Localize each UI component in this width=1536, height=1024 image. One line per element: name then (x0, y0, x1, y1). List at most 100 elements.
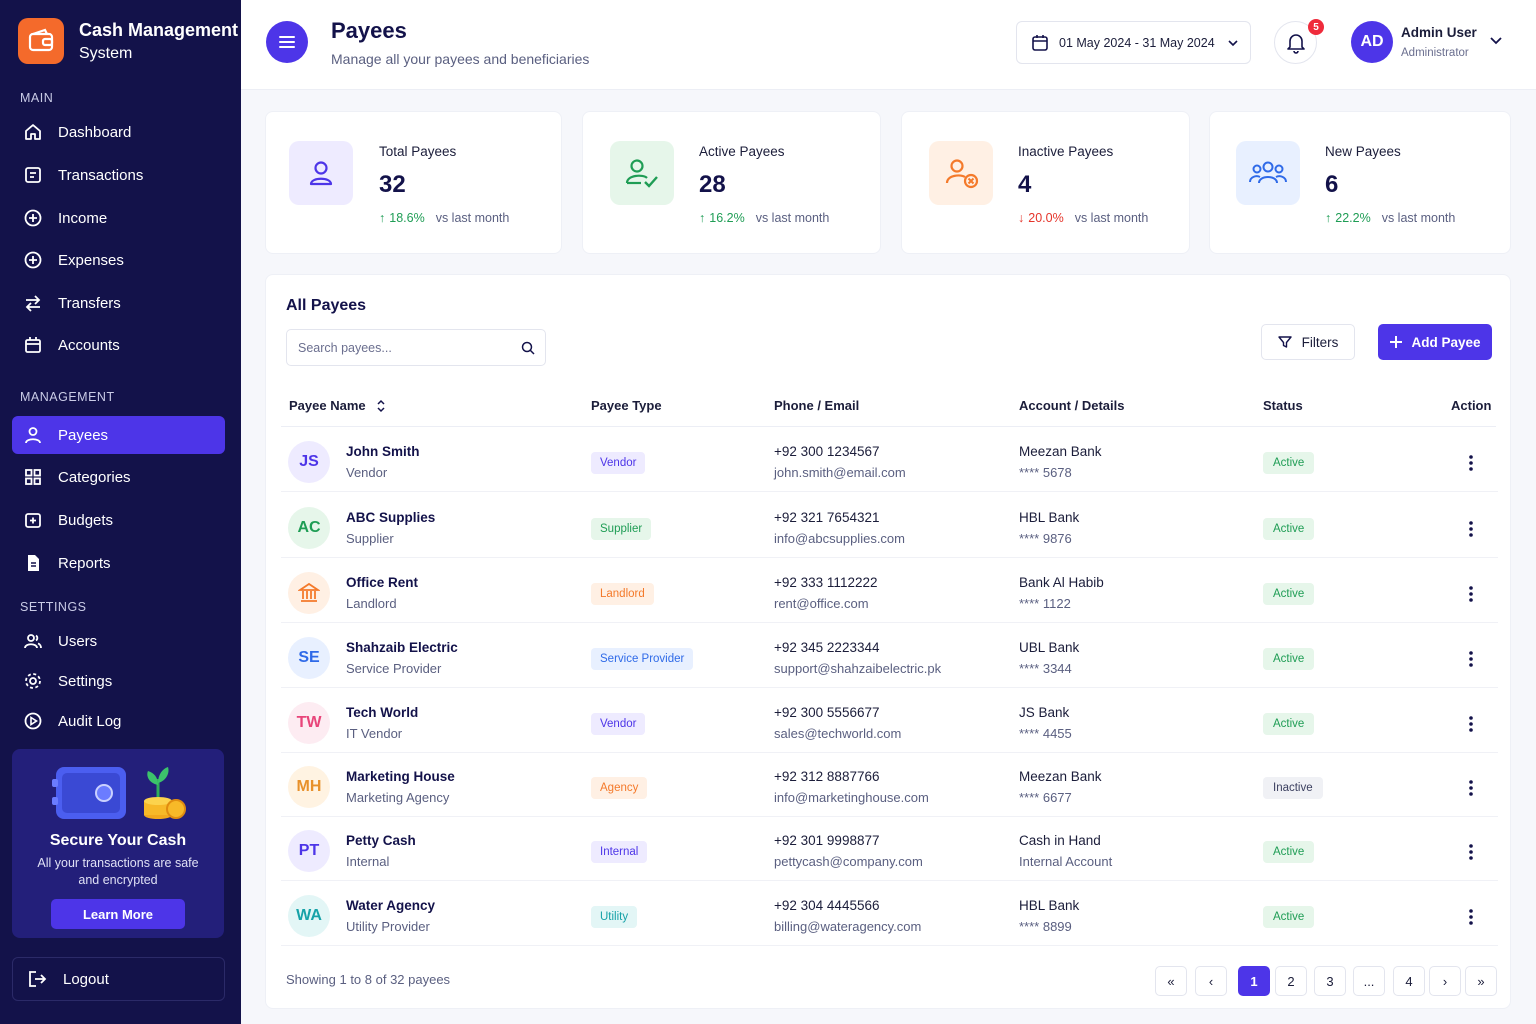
pagination-page-1[interactable]: 1 (1238, 966, 1270, 996)
pagination-summary: Showing 1 to 8 of 32 payees (286, 972, 451, 987)
more-actions-icon[interactable] (1461, 451, 1481, 475)
sidebar-item-income[interactable]: Income (12, 199, 225, 237)
arrows-swap-icon (22, 292, 44, 314)
arrow-down-icon: ↓ (1018, 211, 1025, 225)
more-actions-icon[interactable] (1461, 776, 1481, 800)
sidebar-item-payees[interactable]: Payees (12, 416, 225, 454)
payee-name[interactable]: Shahzaib Electric (346, 640, 458, 655)
grid-icon (22, 466, 44, 488)
pagination-page-3[interactable]: 3 (1314, 966, 1346, 996)
avatar (288, 572, 330, 614)
status-badge: Inactive (1263, 777, 1323, 799)
sidebar-item-settings[interactable]: Settings (12, 662, 225, 700)
logout-button[interactable]: Logout (12, 957, 225, 1001)
pagination-next-button[interactable]: › (1429, 966, 1461, 996)
user-name[interactable]: Admin User (1401, 25, 1477, 40)
more-actions-icon[interactable] (1461, 840, 1481, 864)
payee-bank: Meezan Bank (1019, 769, 1102, 784)
pagination-first-button[interactable]: « (1155, 966, 1187, 996)
avatar: TW (288, 702, 330, 744)
payee-account: **** 5678 (1019, 465, 1072, 480)
sidebar-item-label: Transactions (58, 166, 144, 184)
stat-change: 16.2% (709, 211, 745, 225)
avatar: MH (288, 766, 330, 808)
payee-account: **** 1122 (1019, 596, 1071, 611)
more-actions-icon[interactable] (1461, 582, 1481, 606)
payee-bank: JS Bank (1019, 705, 1070, 720)
hamburger-icon (279, 36, 295, 48)
payee-subtitle: IT Vendor (346, 726, 403, 741)
sidebar-item-budgets[interactable]: Budgets (12, 501, 225, 539)
pagination-page-2[interactable]: 2 (1275, 966, 1307, 996)
sidebar-item-dashboard[interactable]: Dashboard (12, 113, 225, 151)
avatar: SE (288, 637, 330, 679)
filters-button[interactable]: Filters (1261, 324, 1355, 360)
pagination-page-4[interactable]: 4 (1393, 966, 1425, 996)
plus-circle-icon (22, 249, 44, 271)
table-row[interactable]: TW Tech World IT Vendor Vendor +92 300 55566… (281, 688, 1498, 753)
page-title: Payees (331, 18, 407, 43)
sidebar-item-categories[interactable]: Categories (12, 458, 225, 496)
table-row[interactable]: SE Shahzaib Electric Service Provider Servi… (281, 623, 1498, 688)
sidebar-item-accounts[interactable]: Accounts (12, 326, 225, 364)
search-icon[interactable] (521, 341, 535, 355)
more-actions-icon[interactable] (1461, 905, 1481, 929)
pagination-last-button[interactable]: » (1465, 966, 1497, 996)
table-row[interactable]: MH Marketing House Marketing Agency Agency +… (281, 752, 1498, 817)
avatar[interactable]: AD (1351, 21, 1393, 63)
payee-phone: +92 301 9998877 (774, 833, 880, 848)
learn-more-button[interactable]: Learn More (51, 899, 185, 929)
sidebar-item-transactions[interactable]: Transactions (12, 156, 225, 194)
sidebar-item-users[interactable]: Users (12, 622, 225, 660)
chevron-down-icon[interactable] (1489, 36, 1503, 45)
user-x-icon (929, 141, 993, 205)
payees-table-card: All Payees Filters Add Payee Payee Name … (265, 274, 1511, 1009)
payee-name[interactable]: Marketing House (346, 769, 455, 784)
more-actions-icon[interactable] (1461, 647, 1481, 671)
page-subtitle: Manage all your payees and beneficiaries (331, 51, 590, 67)
brand-subtitle: System (79, 45, 133, 62)
stat-trend: ↑ 18.6% vs last month (379, 211, 509, 225)
table-row[interactable]: Office Rent Landlord Landlord +92 333 11122… (281, 558, 1498, 623)
promo-card: Secure Your Cash All your transactions a… (12, 749, 224, 938)
payee-account: **** 3344 (1019, 661, 1072, 676)
avatar: WA (288, 895, 330, 937)
sidebar-item-audit-log[interactable]: Audit Log (12, 702, 225, 740)
payee-type-badge: Supplier (591, 518, 652, 540)
stat-change: 18.6% (389, 211, 425, 225)
payee-name[interactable]: John Smith (346, 444, 420, 459)
more-actions-icon[interactable] (1461, 517, 1481, 541)
payee-name[interactable]: Tech World (346, 705, 419, 720)
payee-name[interactable]: Office Rent (346, 575, 419, 590)
users-icon (1236, 141, 1300, 205)
payee-type-badge: Agency (591, 777, 648, 799)
menu-toggle-button[interactable] (266, 21, 308, 63)
table-row[interactable]: WA Water Agency Utility Provider Utility +92… (281, 881, 1498, 946)
sidebar-item-label: Dashboard (58, 123, 132, 141)
add-payee-button[interactable]: Add Payee (1378, 324, 1492, 360)
payee-type-badge: Vendor (591, 452, 646, 474)
sidebar-item-expenses[interactable]: Expenses (12, 241, 225, 279)
payee-name[interactable]: ABC Supplies (346, 510, 436, 525)
wallet-plus-icon (22, 509, 44, 531)
table-row[interactable]: JS John Smith Vendor Vendor +92 300 1234567 j… (281, 427, 1498, 492)
search-input[interactable] (286, 329, 546, 366)
brand[interactable]: Cash Management System (18, 18, 238, 66)
sidebar-item-reports[interactable]: Reports (12, 544, 225, 582)
more-actions-icon[interactable] (1461, 712, 1481, 736)
pagination-prev-button[interactable]: ‹ (1195, 966, 1227, 996)
sidebar-item-label: Income (58, 209, 108, 227)
notifications-button[interactable] (1274, 21, 1317, 64)
payee-subtitle: Marketing Agency (346, 790, 450, 805)
payee-subtitle: Service Provider (346, 661, 442, 676)
date-range-picker[interactable]: 01 May 2024 - 31 May 2024 (1016, 21, 1251, 64)
sidebar-item-transfers[interactable]: Transfers (12, 284, 225, 322)
payee-bank: Bank Al Habib (1019, 575, 1104, 590)
payee-type-badge: Landlord (591, 583, 654, 605)
table-row[interactable]: AC ABC Supplies Supplier Supplier +92 321 76… (281, 493, 1498, 558)
sort-icon[interactable] (376, 399, 386, 413)
payee-name[interactable]: Petty Cash (346, 833, 416, 848)
payee-name[interactable]: Water Agency (346, 898, 436, 913)
table-row[interactable]: PT Petty Cash Internal Internal +92 301 9998… (281, 816, 1498, 881)
column-header-payee-name[interactable]: Payee Name (289, 398, 386, 413)
